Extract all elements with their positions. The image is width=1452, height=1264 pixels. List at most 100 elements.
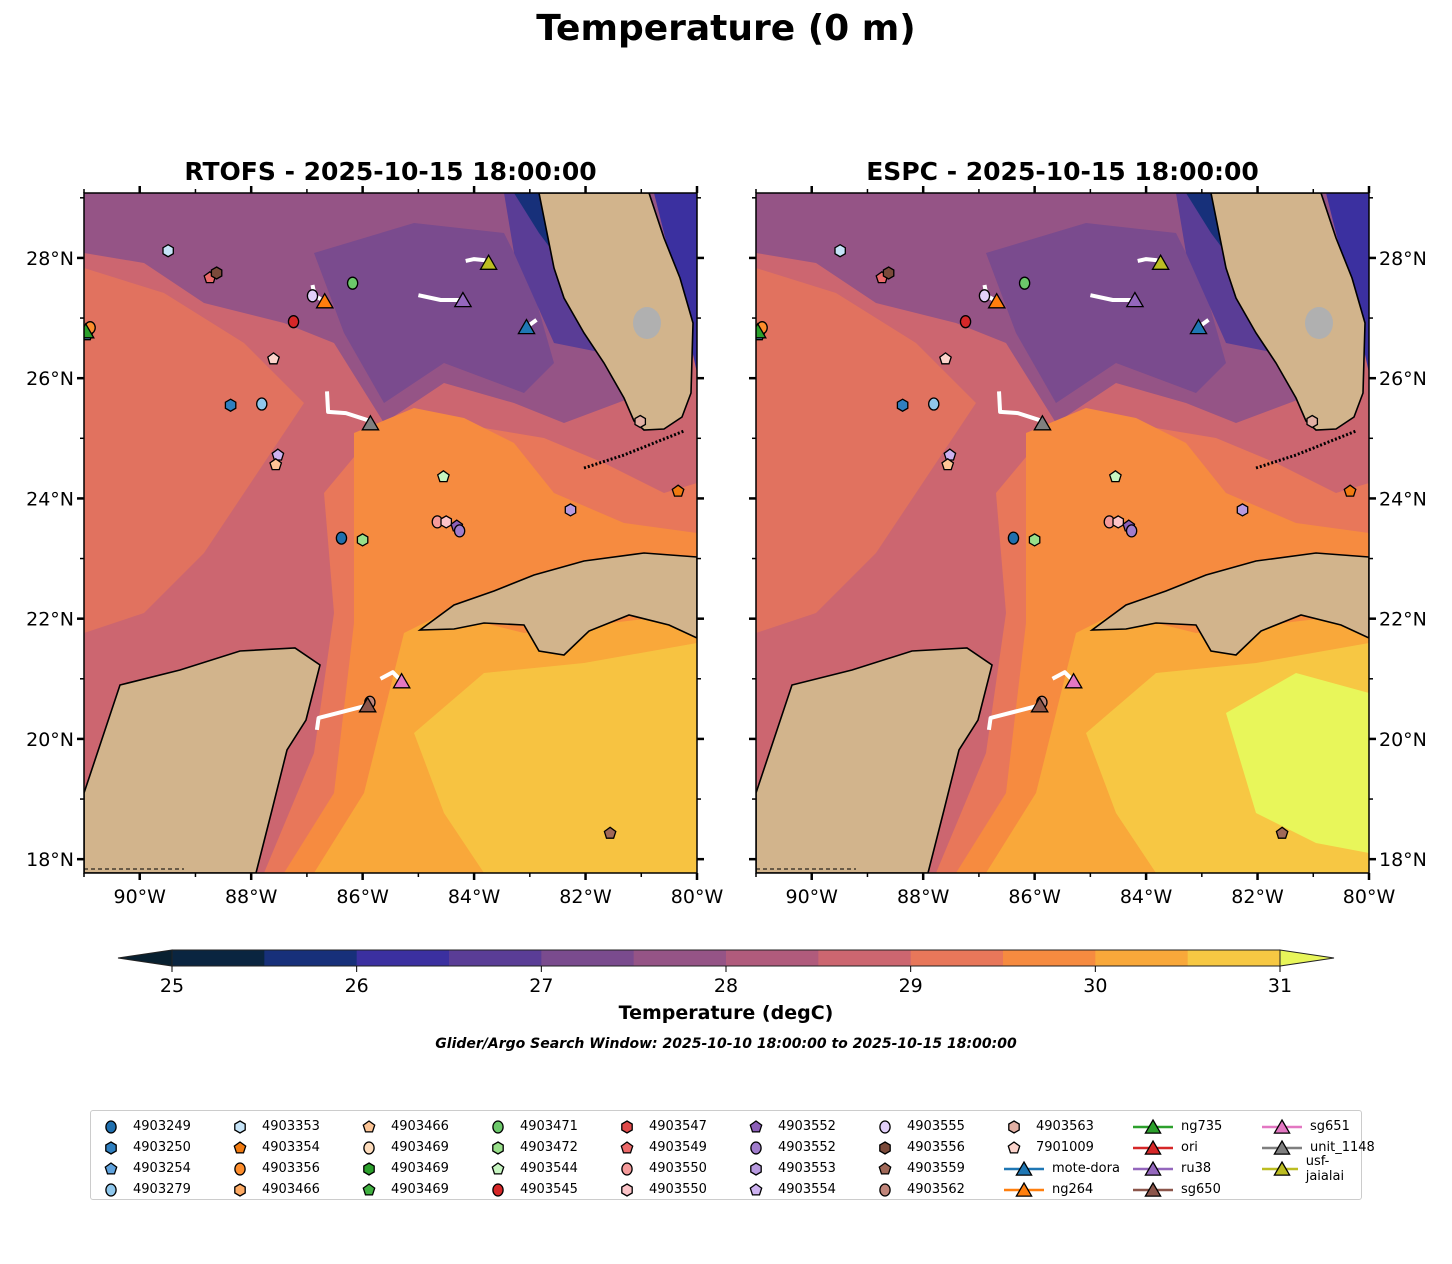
legend-label: 4903466 [391,1119,449,1134]
legend-item: 4903562 [875,1179,965,1200]
legend-label: 4903544 [520,1161,578,1176]
platform-marker-4903471 [346,276,359,290]
platform-marker-7901009 [939,352,952,365]
legend-item: 4903559 [875,1158,965,1179]
legend-swatch [1015,1181,1033,1197]
colorbar-bin [541,950,635,966]
yucatan-land [756,647,993,873]
yucatan-land [84,647,321,873]
hexagon-marker-icon [879,1140,891,1155]
colorbar-tick-label: 26 [344,975,369,997]
legend-swatch [1144,1118,1162,1134]
platform-marker-4903250 [896,398,909,412]
hexagon-marker-icon [621,1182,633,1197]
platform-marker-4903544 [436,469,450,483]
platform-marker-mote-dora [517,318,536,335]
platform-marker-ng735 [84,322,95,339]
legend-swatch [620,1140,634,1154]
florida-land [538,193,694,431]
legend-label: usf-jaialai [1305,1153,1345,1184]
legend-swatch [621,1182,633,1197]
circle-marker-icon [750,1140,762,1155]
platform-marker-sg650 [358,696,377,713]
legend-label: 4903549 [649,1140,707,1155]
legend-label: 4903556 [907,1140,965,1155]
legend-swatch [879,1140,891,1155]
colorbar [117,949,1335,972]
legend-item: usf-jaialai [1262,1154,1361,1184]
rtofs-panel-title: RTOFS - 2025-10-15 18:00:00 [184,157,597,186]
colorbar-tick-label: 27 [529,975,554,997]
legend-swatch [1144,1139,1162,1155]
colorbar-tick-label: 31 [1267,975,1293,997]
legend-item: 4903250 [101,1137,191,1158]
glider-track-unit_1148 [997,391,1041,423]
platform-marker-4903552 [453,524,466,538]
legend-swatch [749,1119,763,1133]
legend-item: sg650 [1133,1179,1221,1200]
lat-tick-label: 24°N [1379,488,1427,510]
platform-marker-4903545 [959,315,972,329]
legend-swatch [749,1182,763,1196]
platform-marker-sg650 [1030,696,1049,713]
legend-label: 4903563 [1036,1119,1094,1134]
legend-swatch [492,1119,504,1134]
legend-item: 4903547 [617,1116,707,1137]
rtofs-map: 90°W 88°W 86°W 84°W 82°W 80°W 28°N 26°N 24°N 22°N… [26,186,723,908]
platform-marker-unit_1148 [1033,414,1052,431]
legend-label: 4903354 [262,1140,320,1155]
platform-marker-4903279 [928,397,940,411]
legend-label: mote-dora [1052,1161,1120,1176]
legend-label: 4903554 [778,1182,836,1197]
legend-swatch [233,1140,247,1154]
temperature-contour [84,268,304,633]
legend-swatch [1007,1140,1021,1154]
lon-tick-label: 82°W [1231,886,1284,908]
platform-marker-4903553 [564,503,577,517]
legend-item: 4903552 [746,1137,836,1158]
triangle-marker-icon [1133,1181,1173,1197]
legend-item: ori [1133,1137,1198,1158]
lon-tick-label: 84°W [1120,886,1173,908]
temperature-contour [654,193,697,373]
legend-swatch [621,1161,633,1176]
hexagon-marker-icon [492,1140,504,1155]
colorbar-under-extend [117,949,173,967]
circle-marker-icon [879,1182,891,1197]
platform-marker-sg651 [1064,672,1083,689]
legend-label: 4903469 [391,1182,449,1197]
legend-label: ng264 [1052,1182,1094,1197]
platform-marker-4903471 [1018,276,1031,290]
platform-marker-7901009 [267,352,280,365]
hexagon-marker-icon [363,1161,375,1176]
legend-item: 4903552 [746,1116,836,1137]
colorbar-bin [172,950,265,966]
legend-label: sg650 [1181,1182,1221,1197]
lat-tick-label: 20°N [26,729,74,751]
legend-swatch [363,1140,375,1155]
legend-item: 4903354 [230,1137,320,1158]
legend-item: 4903469 [359,1179,449,1200]
circle-marker-icon [105,1182,117,1197]
legend-item: 4903471 [488,1116,578,1137]
legend-item: mote-dora [1004,1158,1120,1179]
legend-item: 4903550 [617,1158,707,1179]
pentagon-marker-icon [878,1161,892,1175]
platform-marker-4903353 [834,243,846,258]
platform-marker-4903466 [269,457,283,471]
platform-marker-usf-jaialai [1151,253,1170,270]
cuba-land [417,552,697,656]
triangle-marker-icon [1004,1181,1044,1197]
legend-item: 4903555 [875,1116,965,1137]
hexagon-marker-icon [621,1119,633,1134]
platform-marker-4903354 [1343,484,1357,497]
legend-item: 4903556 [875,1137,965,1158]
legend-label: 4903552 [778,1140,836,1155]
platform-marker-ng264 [315,292,335,309]
legend-item: 4903553 [746,1158,836,1179]
legend-item: 4903469 [359,1158,449,1179]
legend-label: 4903356 [262,1161,320,1176]
espc-panel-title: ESPC - 2025-10-15 18:00:00 [866,157,1259,186]
legend-item: 4903356 [230,1158,320,1179]
